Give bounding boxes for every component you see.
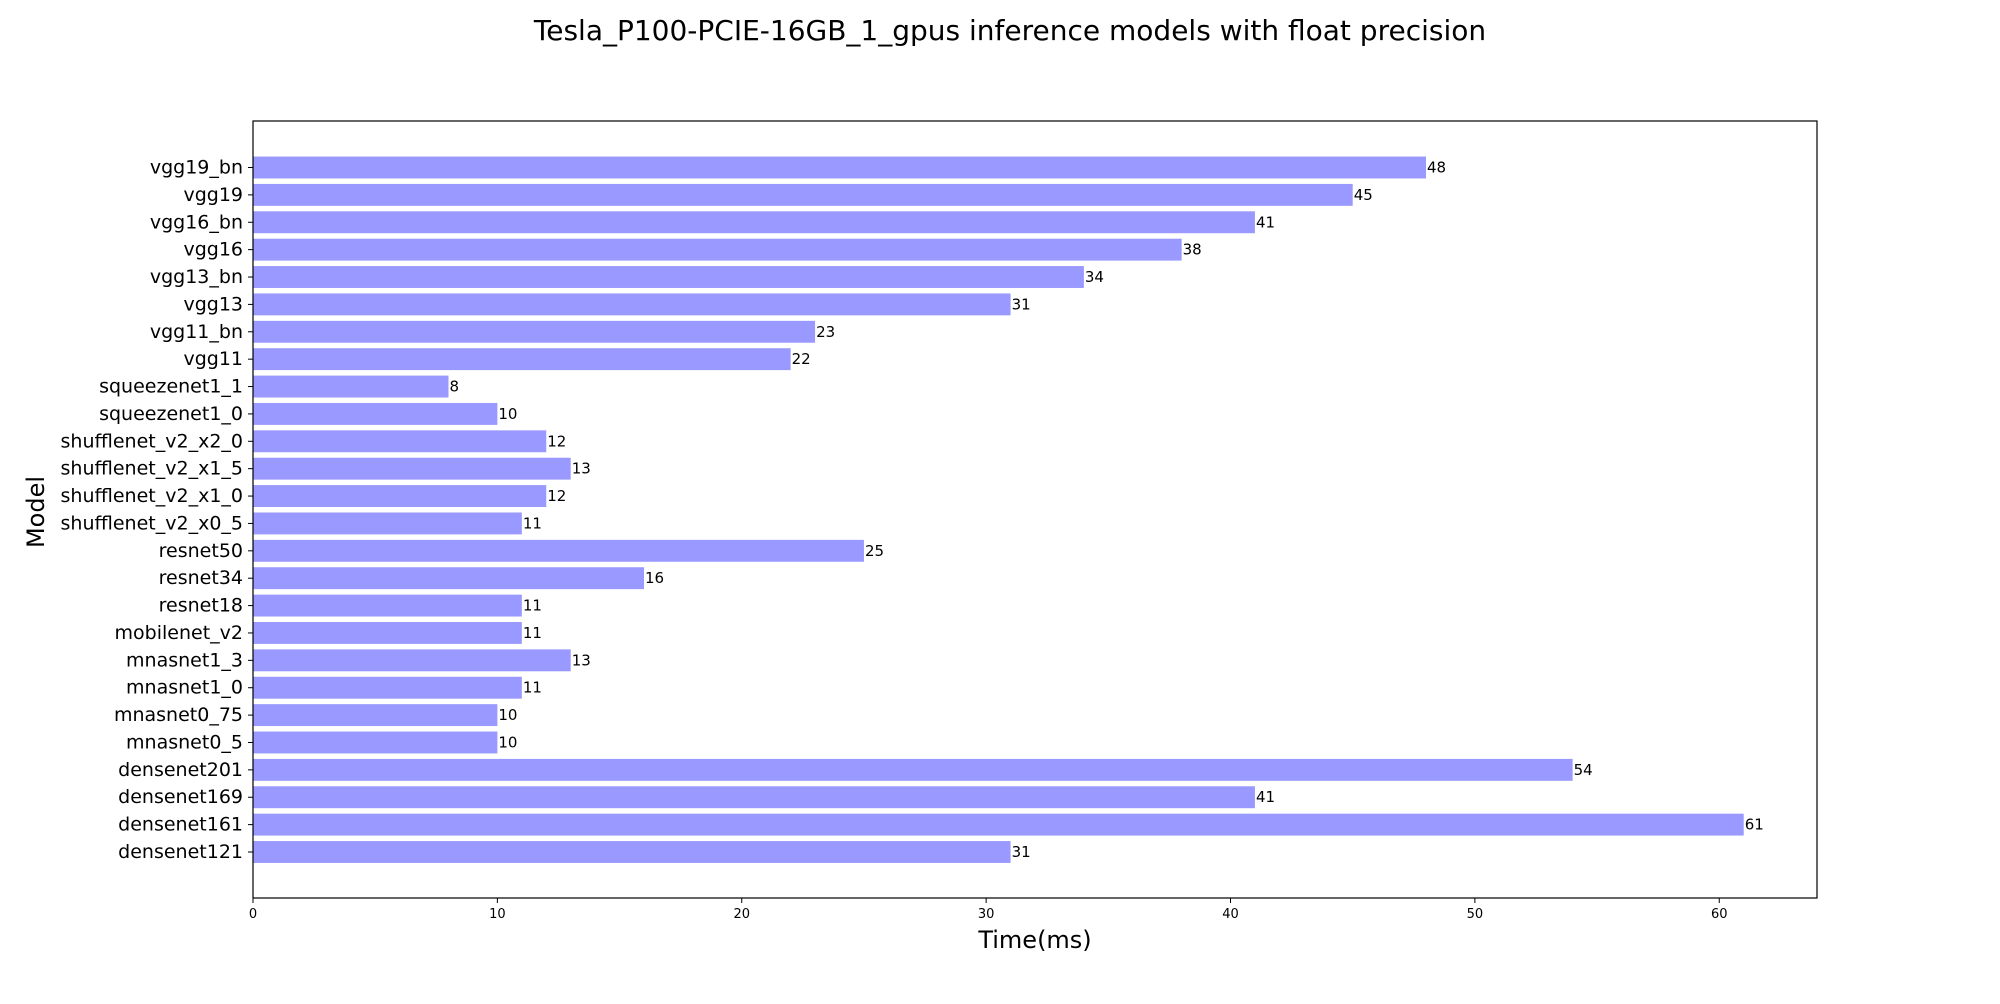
y-tick-label: mnasnet1_3 [126, 649, 243, 671]
bar-value-label: 41 [1256, 788, 1275, 806]
plot-frame [252, 120, 1818, 899]
bar [253, 704, 498, 727]
y-tick-label: shufflenet_v2_x2_0 [61, 430, 243, 452]
bar [253, 841, 1011, 863]
bar-value-label: 25 [865, 542, 884, 560]
y-tick-label: vgg16 [183, 239, 243, 261]
bar [253, 731, 498, 754]
bar [253, 594, 522, 617]
y-tick-label: mnasnet0_5 [126, 731, 243, 753]
bar-value-label: 45 [1354, 186, 1373, 204]
bar [253, 375, 449, 398]
bar-value-label: 10 [498, 706, 517, 724]
bar [253, 348, 791, 371]
x-axis-label: Time(ms) [977, 926, 1091, 954]
x-tick-label: 60 [1711, 907, 1728, 922]
bar-value-label: 41 [1256, 213, 1275, 231]
y-tick-label: mobilenet_v2 [115, 622, 243, 644]
y-axis-label: Model [22, 476, 50, 548]
x-tick-label: 50 [1467, 907, 1484, 922]
bar [253, 539, 864, 562]
y-tick-label: resnet50 [159, 540, 243, 562]
y-tick-label: vgg11 [183, 348, 243, 370]
bar [253, 485, 547, 508]
bar [253, 457, 571, 480]
bar-value-label: 12 [547, 487, 566, 505]
bar-value-label: 10 [498, 405, 517, 423]
bar-value-label: 8 [450, 378, 460, 396]
bar [253, 758, 1573, 781]
y-tick-label: squeezenet1_0 [99, 403, 243, 425]
bars-layer: 31 61 41 54 10 10 11 13 11 11 16 25 11 12 13 12 10 8 22 23 3… [253, 156, 1764, 863]
y-tick-label: shufflenet_v2_x1_5 [61, 458, 243, 480]
bar [253, 676, 522, 699]
bar [253, 430, 547, 453]
bar-value-label: 23 [816, 323, 835, 341]
x-tick-label: 10 [489, 907, 506, 922]
y-tick-label: densenet121 [118, 841, 243, 863]
y-tick-label: vgg13_bn [150, 266, 243, 288]
bar-value-label: 12 [547, 432, 566, 450]
y-axis: densenet121 densenet161 densenet169 densene… [61, 157, 253, 863]
y-tick-label: shufflenet_v2_x0_5 [61, 512, 243, 534]
bar-value-label: 48 [1427, 159, 1446, 177]
y-tick-label: vgg19 [183, 184, 243, 206]
bar-value-label: 13 [572, 651, 591, 669]
bar-value-label: 16 [645, 569, 664, 587]
x-tick-label: 0 [249, 907, 257, 922]
bar [253, 183, 1353, 206]
bar [253, 567, 644, 590]
y-tick-label: densenet161 [118, 814, 243, 836]
x-tick-label: 20 [733, 907, 750, 922]
bar-value-label: 11 [523, 624, 542, 642]
bar-value-label: 31 [1012, 295, 1031, 313]
y-tick-label: shufflenet_v2_x1_0 [61, 485, 243, 507]
bar-value-label: 31 [1012, 843, 1031, 861]
y-tick-label: vgg16_bn [150, 211, 243, 233]
x-tick-label: 40 [1222, 907, 1239, 922]
bar-value-label: 11 [523, 514, 542, 532]
x-tick-label: 30 [978, 907, 995, 922]
y-tick-label: squeezenet1_1 [99, 376, 243, 398]
bar [253, 211, 1255, 234]
bar [253, 512, 522, 535]
bar [253, 238, 1182, 261]
x-axis: 0 10 20 30 40 50 60 [249, 898, 1728, 922]
y-tick-label: densenet201 [118, 759, 243, 781]
y-tick-label: vgg13 [183, 293, 243, 315]
bar-value-label: 38 [1183, 241, 1202, 259]
bar-value-label: 10 [498, 733, 517, 751]
y-tick-label: resnet34 [159, 567, 243, 589]
bar [253, 266, 1084, 288]
y-tick-label: vgg19_bn [150, 157, 243, 179]
y-tick-label: densenet169 [118, 786, 243, 808]
y-tick-label: resnet18 [159, 595, 243, 617]
bar-value-label: 34 [1085, 268, 1104, 286]
y-tick-label: mnasnet1_0 [126, 677, 243, 699]
chart-title: Tesla_P100-PCIE-16GB_1_gpus inference mo… [533, 14, 1486, 47]
bar [253, 402, 498, 425]
bar-value-label: 61 [1745, 816, 1764, 834]
bar-value-label: 13 [572, 460, 591, 478]
bar [253, 649, 571, 672]
bar-value-label: 11 [523, 679, 542, 697]
y-tick-label: vgg11_bn [150, 321, 243, 343]
bar-value-label: 54 [1574, 761, 1593, 779]
bar [253, 293, 1011, 316]
bar [253, 622, 522, 644]
bar-value-label: 11 [523, 597, 542, 615]
y-tick-label: mnasnet0_75 [114, 704, 243, 726]
bar [253, 156, 1426, 179]
bar [253, 786, 1255, 809]
bar [253, 813, 1744, 836]
bar [253, 320, 816, 343]
bar-value-label: 22 [792, 350, 811, 368]
